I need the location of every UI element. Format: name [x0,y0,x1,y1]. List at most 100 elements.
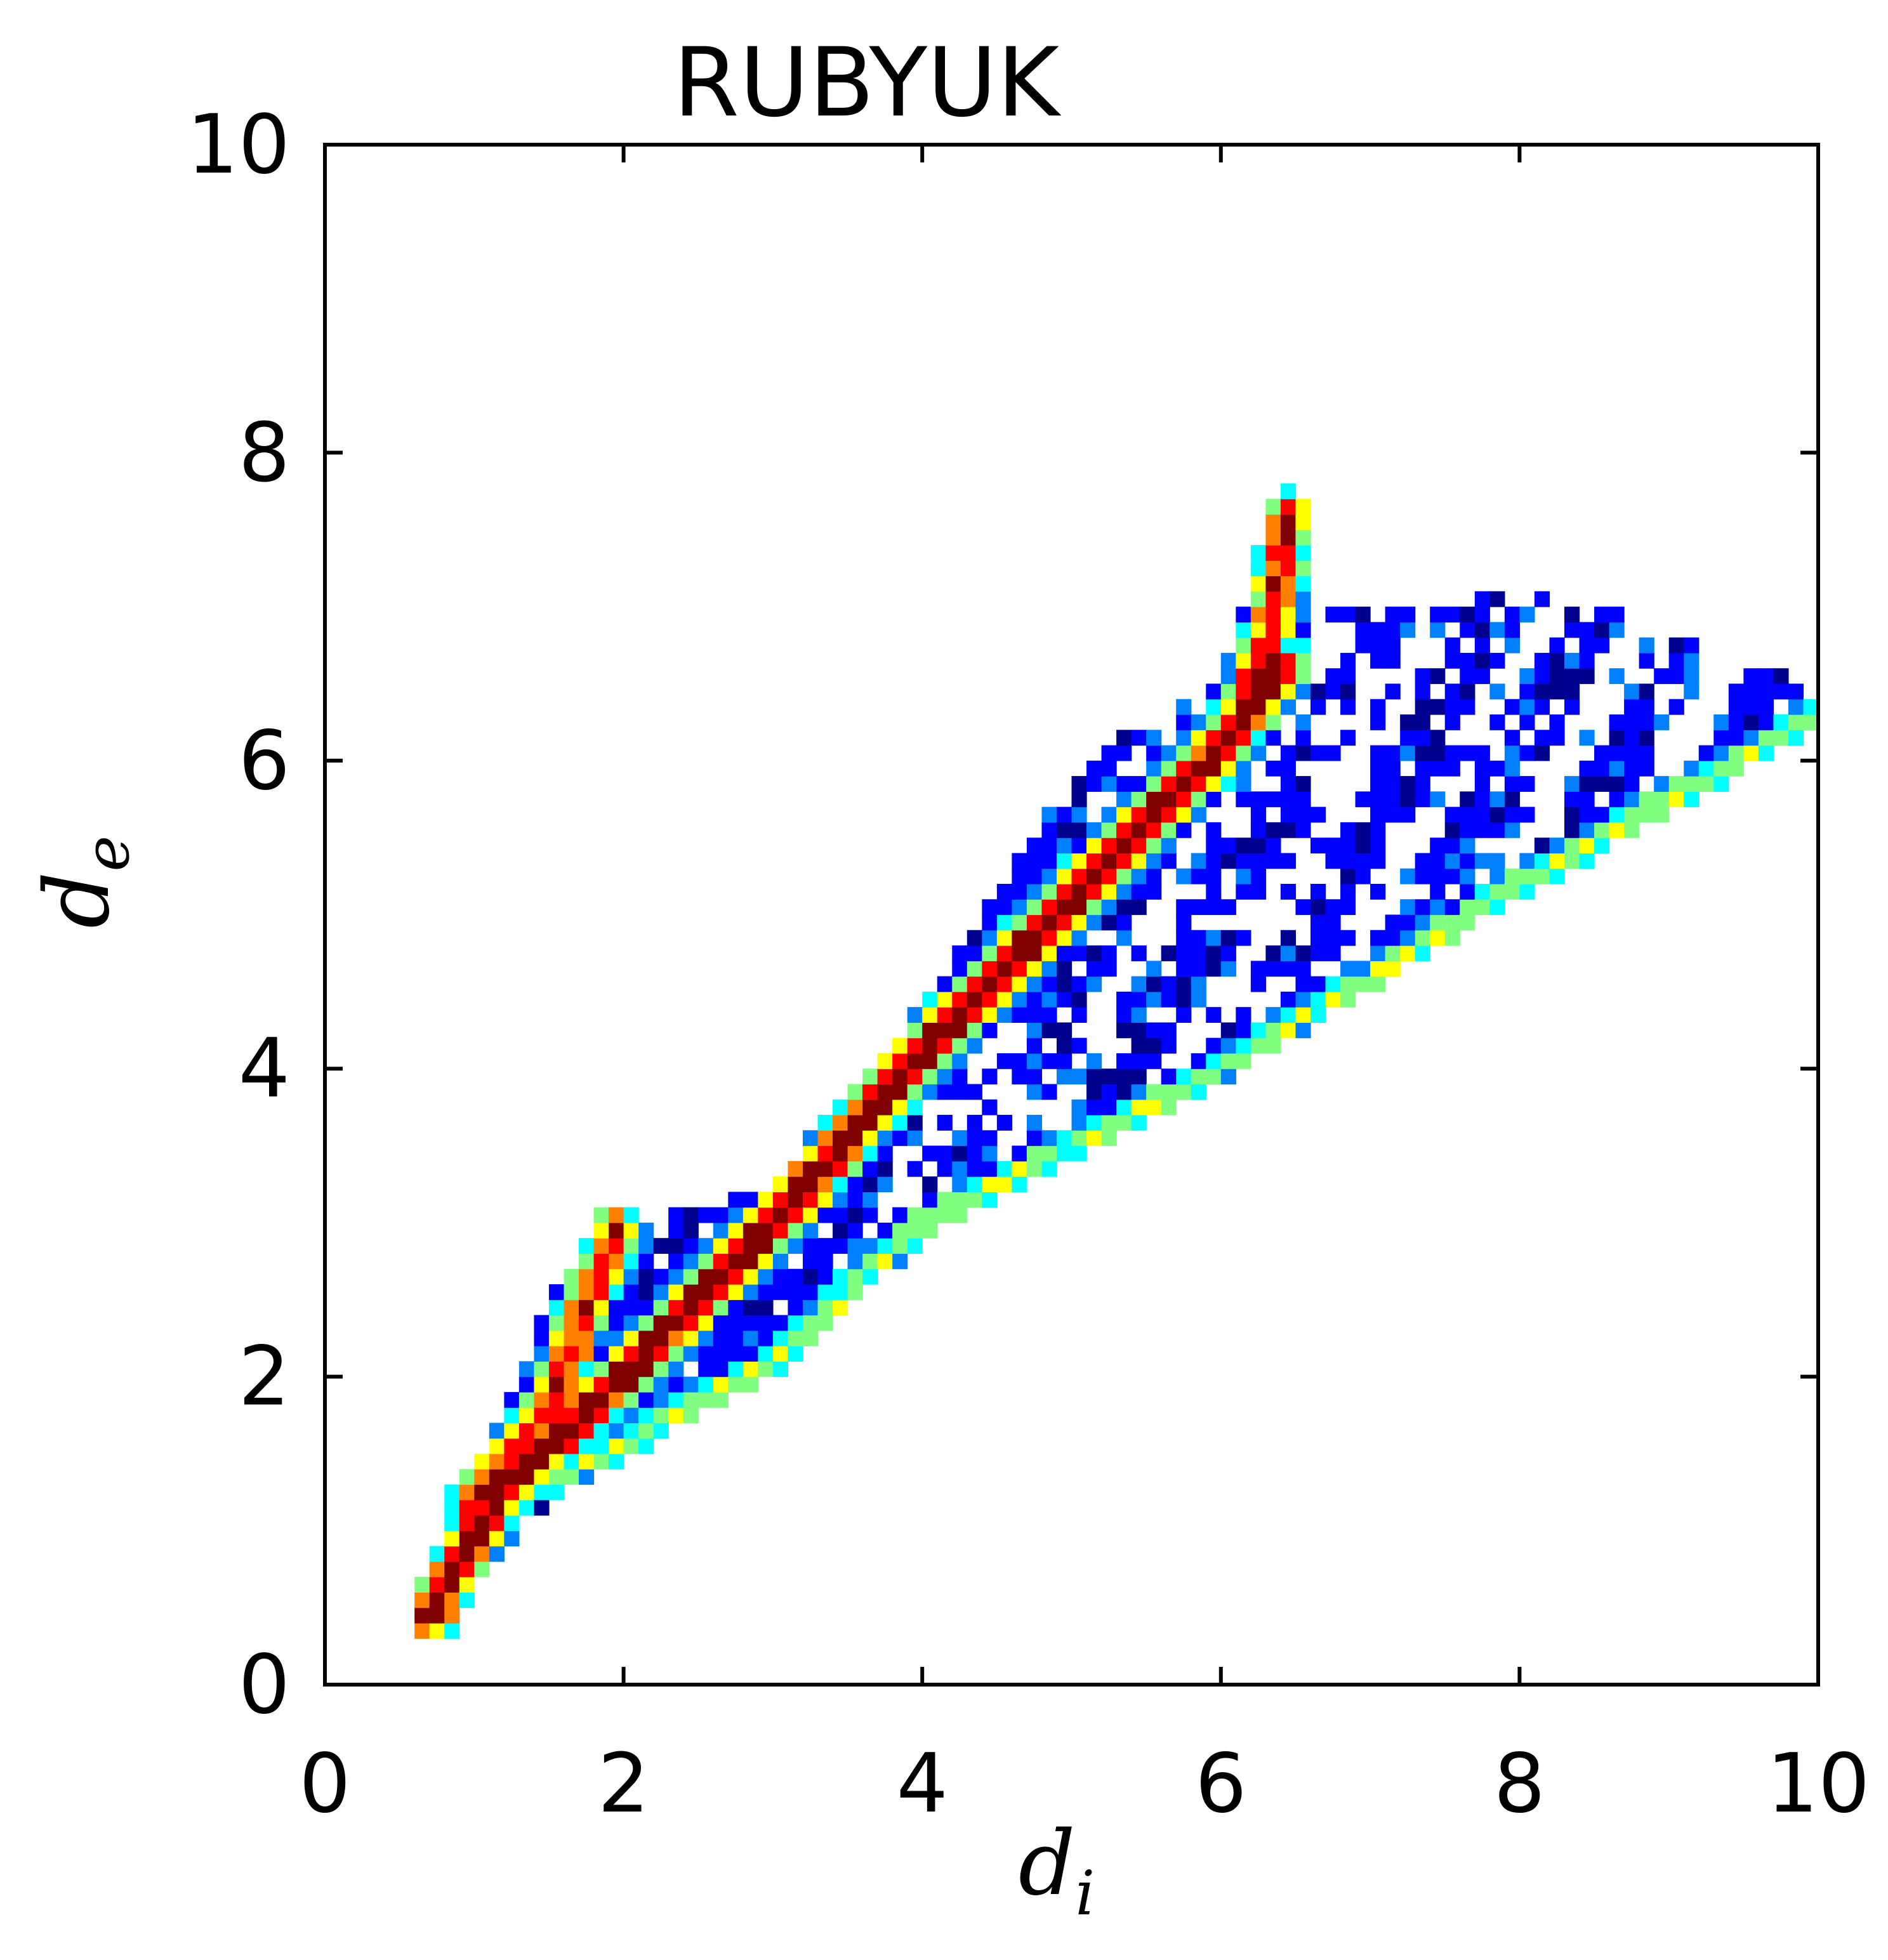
heatmap-cell [564,1423,579,1439]
heatmap-cell [982,1176,998,1192]
heatmap-cell [982,1069,998,1085]
heatmap-cell [1639,730,1654,746]
heatmap-cell [1295,976,1311,992]
heatmap-cell [1131,1115,1147,1131]
heatmap-cell [1325,745,1341,761]
heatmap-cell [1743,714,1759,730]
heatmap-cell [952,1037,968,1054]
heatmap-cell [1176,976,1192,992]
heatmap-cell [1549,683,1565,700]
heatmap-cell [698,1284,714,1300]
heatmap-cell [504,1453,520,1470]
heatmap-cell [1265,853,1281,869]
heatmap-cell [1534,591,1550,607]
heatmap-cell [937,1022,953,1039]
heatmap-cell [653,1376,669,1393]
heatmap-cell [1026,1115,1043,1131]
heatmap-cell [1101,1099,1117,1115]
heatmap-cell [1116,853,1132,869]
heatmap-cell [1444,806,1460,823]
heatmap-cell [653,1268,669,1285]
heatmap-cell [937,1069,953,1085]
x-tick-label: 8 [1494,1737,1545,1831]
heatmap-cell [847,1161,863,1177]
heatmap-cell [788,1268,803,1285]
heatmap-cell [1250,883,1266,900]
heatmap-cell [967,1192,982,1208]
heatmap-cell [1116,1053,1132,1069]
heatmap-cell [683,1268,699,1285]
heatmap-cell [609,1376,624,1393]
heatmap-cell [564,1391,579,1408]
heatmap-cell [534,1469,550,1485]
heatmap-cell [504,1515,520,1531]
heatmap-cell [1415,868,1430,885]
heatmap-cell [1400,730,1416,746]
heatmap-cell [937,1145,953,1162]
heatmap-cell [1594,607,1610,622]
heatmap-cell [1086,945,1102,961]
heatmap-cell [1444,714,1460,730]
heatmap-cell [1325,668,1341,685]
heatmap-cell [1220,730,1236,746]
heatmap-cell [1191,853,1206,869]
heatmap-cell [1146,791,1162,808]
heatmap-cell [1564,822,1580,838]
heatmap-cell [877,1099,893,1115]
heatmap-cell [1504,822,1520,838]
heatmap-cell [1026,1145,1043,1162]
heatmap-cell [1519,714,1535,730]
heatmap-cell [459,1469,475,1485]
heatmap-cell [683,1315,699,1331]
heatmap-cell [952,1161,968,1177]
heatmap-cell [1325,899,1341,916]
heatmap-cell [1146,730,1162,746]
heatmap-cell [743,1330,758,1346]
heatmap-cell [683,1391,699,1408]
heatmap-cell [1086,853,1102,869]
heatmap-cell [534,1407,550,1424]
heatmap-cell [1743,683,1759,700]
heatmap-cell [758,1222,774,1239]
heatmap-cell [967,1022,982,1039]
heatmap-cell [1056,838,1073,854]
heatmap-cell [1116,930,1132,946]
heatmap-cell [579,1361,595,1378]
heatmap-cell [1250,699,1266,715]
heatmap-cell [1474,607,1490,622]
heatmap-cell [1101,899,1117,916]
heatmap-cell [1430,914,1446,931]
heatmap-cell [1056,1022,1073,1039]
heatmap-cell [1400,930,1416,946]
heatmap-cell [1803,699,1819,715]
heatmap-cell [907,1022,923,1039]
heatmap-cell [817,1130,833,1147]
heatmap-cell [668,1330,684,1346]
heatmap-cell [907,1084,923,1100]
heatmap-cell [1146,838,1162,854]
heatmap-cell [1012,991,1027,1008]
heatmap-cell [579,1453,595,1470]
heatmap-cell [1206,745,1222,761]
heatmap-cell [1504,637,1520,654]
heatmap-cell [892,1037,908,1054]
heatmap-cell [429,1577,445,1593]
heatmap-cell [668,1253,684,1270]
heatmap-cell [802,1130,819,1147]
heatmap-cell [1071,806,1087,823]
heatmap-cell [728,1361,744,1378]
heatmap-cell [1325,914,1341,931]
heatmap-cell [847,1176,863,1192]
heatmap-cell [1295,806,1311,823]
heatmap-cell [952,1192,968,1208]
heatmap-cell [1191,776,1206,792]
heatmap-cell [474,1469,490,1485]
heatmap-cell [1250,545,1266,561]
heatmap-cell [444,1530,460,1547]
heatmap-cell [1519,668,1535,685]
heatmap-cell [1041,945,1057,961]
heatmap-cell [1236,930,1251,946]
heatmap-cell [638,1391,654,1408]
heatmap-cell [668,1207,684,1223]
heatmap-cell [489,1438,505,1454]
